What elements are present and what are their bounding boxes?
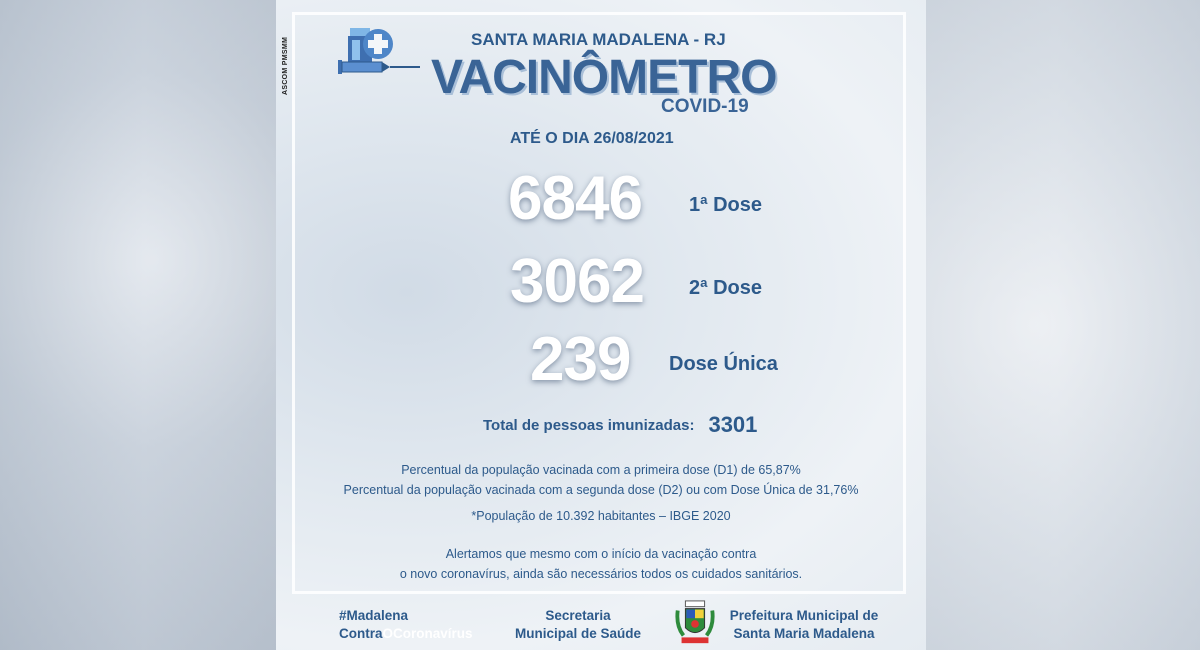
secretaria-line-2: Municipal de Saúde (514, 626, 642, 641)
blurred-background-left (0, 0, 276, 650)
alert-line-1: Alertamos que mesmo com o início da vaci… (445, 547, 757, 561)
vaccine-syringe-icon (338, 28, 420, 74)
vaccinometer-poster: ASCOM PMSMM SANTA MARIA MADALENA - RJ VA… (276, 0, 926, 650)
first-dose-label: 1ª Dose (689, 194, 762, 216)
page-title: VACINÔMETRO (431, 51, 777, 104)
credit-text: ASCOM PMSMM (282, 36, 289, 95)
hashtag: #Madalena ContraOCoronavírus (339, 607, 473, 643)
total-label: Total de pessoas imunizadas: (483, 417, 695, 434)
first-dose-percent: Percentual da população vacinada com a p… (401, 463, 801, 477)
total-value: 3301 (708, 412, 758, 437)
blurred-background-right (926, 0, 1200, 650)
second-dose-percent: Percentual da população vacinada com a s… (343, 483, 859, 497)
hashtag-part-1: Contra (339, 626, 383, 641)
prefeitura-line-1: Prefeitura Municipal de (729, 608, 879, 623)
population-note: *População de 10.392 habitantes – IBGE 2… (471, 509, 731, 523)
secretaria-line-1: Secretaria (545, 608, 611, 623)
hashtag-line-1: #Madalena (339, 608, 409, 623)
secretaria: Secretaria Municipal de Saúde (498, 607, 658, 643)
first-dose-count: 6846 (508, 164, 643, 233)
prefeitura-line-2: Santa Maria Madalena (733, 626, 875, 641)
hashtag-line-2: ContraOCoronavírus (339, 625, 473, 643)
second-dose-count: 3062 (510, 247, 645, 316)
total-immunized: Total de pessoas imunizadas: 3301 (483, 412, 757, 438)
poster-frame (292, 12, 906, 594)
municipal-crest-icon (675, 600, 715, 644)
date-heading: ATÉ O DIA 26/08/2021 (510, 130, 674, 147)
single-dose-label: Dose Única (669, 353, 778, 375)
subtitle: COVID-19 (661, 96, 749, 117)
prefeitura: Prefeitura Municipal de Santa Maria Mada… (722, 607, 886, 643)
hashtag-part-2: OCoronavírus (382, 626, 473, 641)
second-dose-label: 2ª Dose (689, 277, 762, 299)
city-heading: SANTA MARIA MADALENA - RJ (471, 30, 726, 49)
alert-line-2: o novo coronavírus, ainda são necessário… (399, 567, 803, 581)
single-dose-count: 239 (530, 325, 631, 394)
